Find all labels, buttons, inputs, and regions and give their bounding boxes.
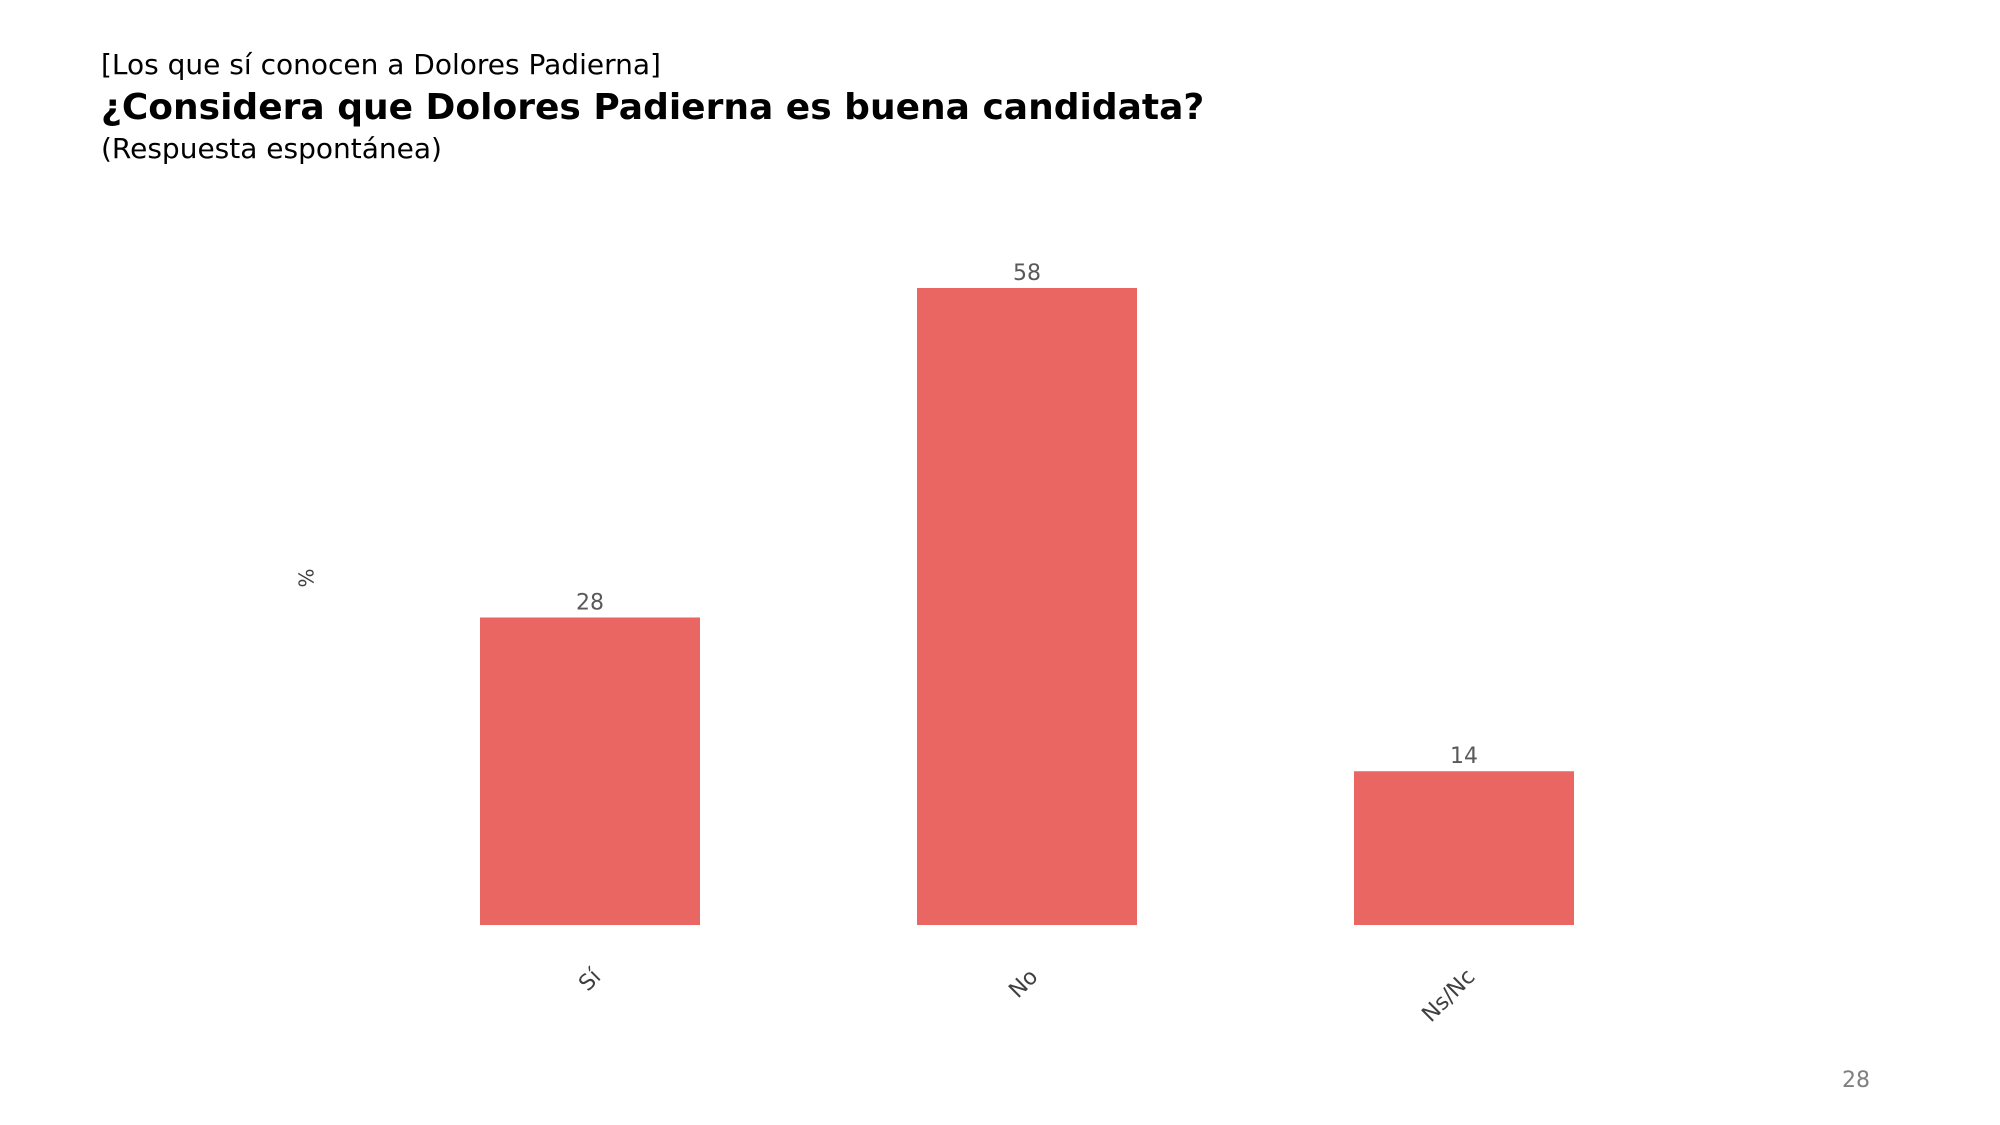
subset-label: [Los que sí conocen a Dolores Padierna] (101, 48, 661, 81)
category-label: Sí (574, 964, 607, 997)
bar-0 (480, 617, 700, 925)
bar-group (480, 288, 1574, 925)
page-number: 28 (1842, 1068, 1870, 1093)
bar-value-label: 58 (1013, 261, 1041, 286)
bar-value-label: 28 (576, 590, 604, 615)
question-note: (Respuesta espontánea) (101, 132, 442, 165)
bar-2 (1354, 771, 1574, 925)
question-title: ¿Considera que Dolores Padierna es buena… (101, 87, 1205, 128)
category-label: Ns/Nc (1417, 965, 1480, 1028)
bar-value-label: 14 (1450, 744, 1478, 769)
category-label-group: Sí No Ns/Nc (574, 964, 1480, 1027)
category-label: No (1004, 965, 1043, 1004)
value-label-group: 28 58 14 (576, 261, 1478, 769)
y-axis-label: % (294, 568, 318, 587)
bar-1 (917, 288, 1137, 925)
